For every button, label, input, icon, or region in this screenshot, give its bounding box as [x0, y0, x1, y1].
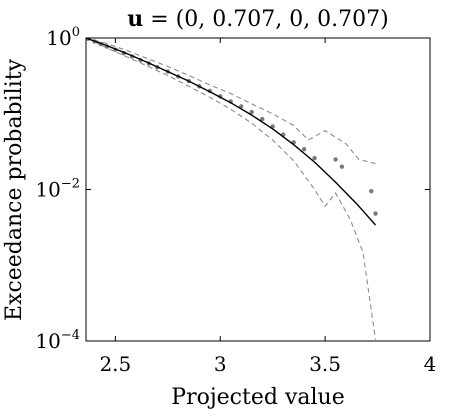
x-axis-ticks: 2.5 3 3.5 4: [99, 38, 436, 376]
empirical-point: [260, 116, 265, 122]
title-vector-symbol: u: [127, 6, 143, 32]
title-equals: =: [143, 7, 175, 32]
empirical-point: [312, 155, 317, 161]
empirical-point: [249, 109, 254, 115]
confidence-lower-line: [86, 38, 377, 340]
x-tick-label: 3.5: [309, 352, 341, 376]
empirical-point: [369, 189, 374, 194]
chart-title: u = (0, 0.707, 0, 0.707): [127, 6, 389, 32]
y-tick-label: 10−4: [35, 328, 80, 353]
x-tick-label: 3: [214, 352, 227, 376]
confidence-upper-line: [86, 38, 376, 165]
x-axis-label: Projected value: [171, 385, 344, 410]
empirical-point: [333, 157, 338, 162]
fitted-curve-line: [86, 38, 377, 226]
y-tick-label: 100: [46, 25, 80, 50]
empirical-point: [339, 164, 345, 169]
x-tick-label: 4: [424, 352, 437, 376]
y-axis-ticks: 100 10−2 10−4: [35, 25, 430, 353]
empirical-point: [301, 147, 307, 152]
empirical-point: [373, 211, 378, 216]
plot-data-layer: [86, 38, 378, 340]
y-tick-label: 10−2: [35, 177, 80, 202]
title-value: (0, 0.707, 0, 0.707): [176, 7, 389, 32]
y-axis-label: Exceedance probability: [2, 58, 27, 321]
x-tick-label: 2.5: [99, 352, 131, 376]
